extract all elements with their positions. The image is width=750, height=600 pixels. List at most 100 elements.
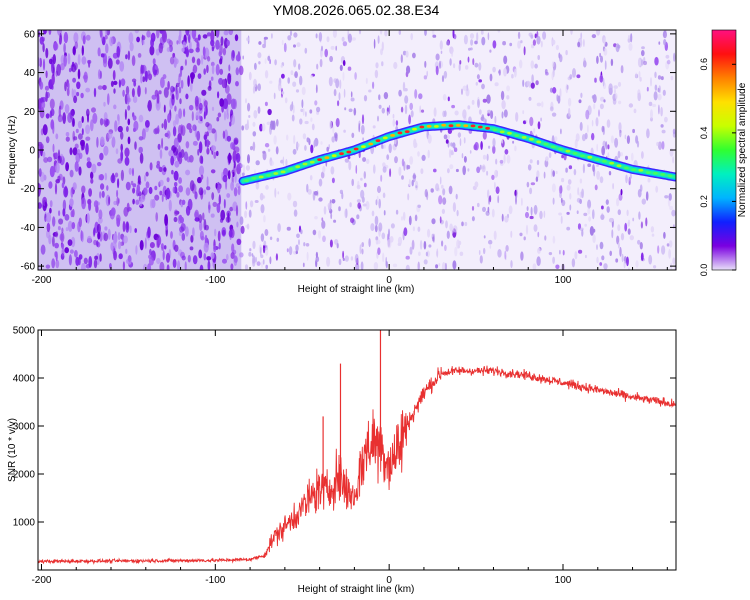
noise-speck	[445, 220, 448, 229]
noise-speck	[211, 192, 215, 201]
noise-speck	[252, 131, 257, 137]
noise-speck	[185, 93, 189, 100]
noise-speck	[61, 247, 65, 257]
noise-speck	[215, 182, 218, 189]
noise-speck	[77, 120, 82, 129]
ridge-blob	[280, 170, 286, 174]
snr-y-label: SNR (10 * v/v)	[7, 418, 18, 482]
noise-speck	[596, 170, 600, 180]
noise-speck	[210, 30, 215, 42]
noise-speck	[360, 261, 364, 270]
noise-speck	[154, 185, 158, 191]
noise-speck	[617, 224, 621, 232]
noise-speck	[115, 148, 119, 155]
noise-speck	[500, 90, 505, 101]
noise-speck	[298, 239, 300, 246]
noise-speck	[403, 161, 406, 171]
noise-speck	[245, 224, 248, 228]
noise-speck	[107, 131, 113, 139]
x-tick-label: 100	[555, 575, 572, 586]
noise-speck	[638, 71, 641, 79]
noise-speck	[603, 99, 606, 103]
noise-speck	[442, 197, 447, 205]
noise-speck	[657, 245, 660, 254]
noise-speck	[100, 183, 105, 190]
noise-speck	[227, 73, 232, 85]
noise-speck	[602, 125, 605, 136]
noise-speck	[217, 91, 220, 99]
noise-speck	[654, 84, 658, 91]
noise-speck	[409, 102, 414, 111]
noise-speck	[111, 136, 116, 146]
noise-speck	[522, 79, 525, 88]
noise-speck	[120, 78, 126, 87]
noise-speck	[488, 239, 493, 245]
noise-speck	[447, 168, 450, 174]
noise-speck	[202, 34, 208, 39]
noise-speck	[483, 247, 486, 255]
noise-speck	[351, 178, 355, 187]
noise-speck	[218, 242, 221, 250]
noise-speck	[276, 237, 280, 242]
noise-speck	[188, 34, 191, 44]
noise-speck	[185, 30, 190, 36]
noise-speck	[385, 261, 388, 269]
noise-speck	[72, 117, 75, 127]
noise-speck	[94, 255, 98, 260]
noise-speck	[52, 54, 56, 65]
noise-speck	[134, 141, 137, 150]
ridge-blob	[492, 128, 498, 132]
colorbar: 0.00.20.40.6 Normalized spectral amplitu…	[699, 29, 748, 276]
noise-speck	[235, 152, 241, 163]
noise-speck	[511, 73, 514, 79]
noise-speck	[641, 198, 646, 205]
noise-speck	[368, 89, 372, 93]
noise-speck	[446, 230, 450, 239]
noise-speck	[569, 204, 572, 211]
noise-speck	[245, 165, 250, 171]
noise-speck	[412, 226, 415, 232]
noise-speck	[551, 112, 557, 117]
noise-speck	[39, 57, 42, 68]
noise-speck	[180, 223, 186, 232]
noise-speck	[573, 168, 577, 176]
ridge-blob	[434, 125, 439, 128]
noise-speck	[572, 68, 576, 78]
noise-speck	[619, 152, 624, 157]
noise-speck	[411, 239, 415, 250]
noise-speck	[55, 231, 59, 238]
noise-speck	[257, 83, 262, 91]
noise-speck	[248, 209, 252, 218]
noise-speck	[176, 40, 179, 45]
noise-speck	[662, 30, 668, 39]
noise-speck	[223, 110, 227, 121]
noise-speck	[117, 114, 121, 126]
noise-speck	[172, 52, 176, 58]
noise-speck	[70, 210, 74, 218]
noise-speck	[232, 150, 237, 162]
noise-speck	[530, 206, 533, 216]
noise-speck	[426, 70, 429, 77]
noise-speck	[127, 255, 132, 265]
noise-speck	[332, 30, 337, 38]
noise-speck	[558, 52, 561, 59]
noise-speck	[80, 230, 83, 242]
noise-speck	[656, 141, 660, 147]
noise-speck	[427, 149, 430, 159]
noise-speck	[614, 88, 616, 95]
noise-speck	[626, 209, 629, 216]
noise-speck	[129, 42, 134, 52]
noise-speck	[355, 164, 358, 174]
noise-speck	[136, 36, 141, 43]
noise-speck	[181, 232, 186, 241]
ridge-blob	[426, 124, 432, 128]
noise-speck	[229, 121, 232, 127]
noise-speck	[158, 90, 162, 95]
noise-speck	[87, 198, 92, 205]
noise-speck	[347, 66, 352, 71]
noise-speck	[320, 171, 325, 179]
noise-speck	[159, 149, 163, 159]
noise-speck	[191, 111, 194, 122]
noise-speck	[545, 156, 549, 162]
noise-speck	[86, 157, 91, 162]
